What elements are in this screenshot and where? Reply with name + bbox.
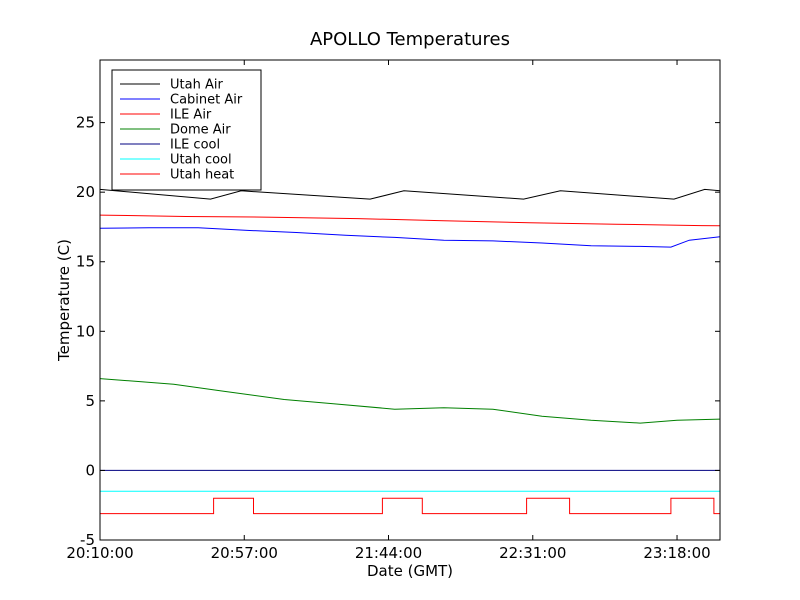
y-tick-label: 15 bbox=[76, 253, 95, 271]
y-tick-label: -5 bbox=[80, 531, 95, 549]
x-tick-label: 20:10:00 bbox=[66, 544, 133, 562]
legend-label-utah-heat: Utah heat bbox=[170, 168, 234, 183]
y-tick-label: 25 bbox=[76, 114, 95, 132]
x-tick-label: 21:44:00 bbox=[355, 544, 422, 562]
series-line-cabinet-air bbox=[100, 227, 720, 248]
x-axis-label: Date (GMT) bbox=[367, 562, 453, 580]
chart-title: APOLLO Temperatures bbox=[310, 29, 510, 50]
legend-label-dome-air: Dome Air bbox=[170, 123, 231, 138]
x-axis-ticks: 20:10:00 20:57:00 21:44:00 22:31:00 23:18:00 bbox=[66, 60, 711, 562]
series-line-ile-air bbox=[100, 214, 720, 227]
axes-frame bbox=[99, 59, 721, 541]
legend-box bbox=[111, 69, 262, 191]
legend-label-utah-air: Utah Air bbox=[170, 78, 223, 93]
y-axis-ticks: -5 0 5 10 15 20 25 bbox=[76, 114, 720, 549]
legend-label-ile-air: ILE Air bbox=[170, 108, 212, 123]
legend-label-cabinet-air: Cabinet Air bbox=[170, 93, 243, 108]
legend-label-utah-cool: Utah cool bbox=[170, 153, 232, 168]
series-line-utah-heat bbox=[100, 497, 720, 515]
x-tick-label: 22:31:00 bbox=[499, 544, 566, 562]
y-axis-label: Temperature (C) bbox=[55, 239, 73, 362]
x-tick-label: 23:18:00 bbox=[643, 544, 710, 562]
legend-label-ile-cool: ILE cool bbox=[170, 138, 220, 153]
series-line-utah-air bbox=[100, 188, 720, 200]
y-tick-label: 20 bbox=[76, 183, 95, 201]
plot-area: 20:10:00 20:57:00 21:44:00 22:31:00 23:18:00… bbox=[66, 59, 721, 562]
series-line-dome-air bbox=[100, 378, 720, 424]
y-tick-label: 0 bbox=[85, 461, 95, 479]
y-tick-label: 5 bbox=[85, 392, 95, 410]
series-layer bbox=[100, 188, 720, 515]
x-tick-label: 20:57:00 bbox=[211, 544, 278, 562]
y-tick-label: 10 bbox=[76, 322, 95, 340]
